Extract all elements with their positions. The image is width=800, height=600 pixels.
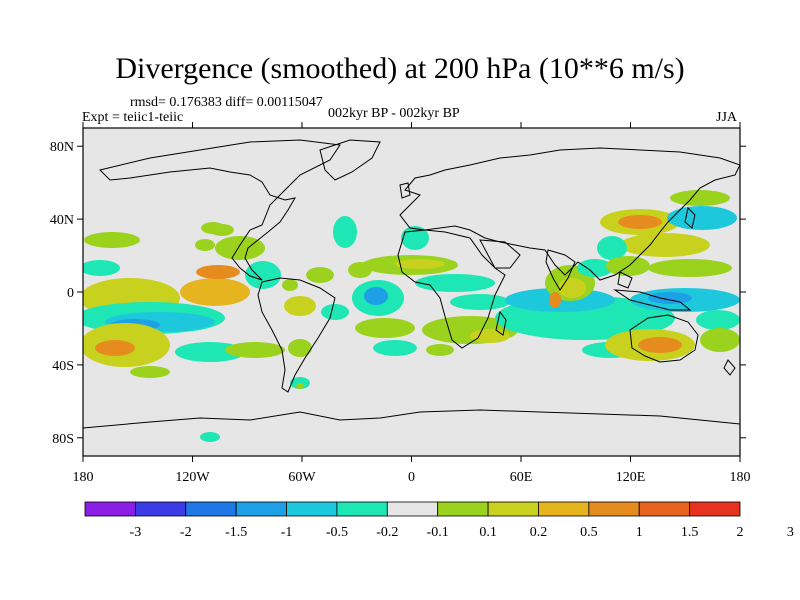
colorbar-label: -0.1 xyxy=(427,525,449,540)
colorbar-label: -3 xyxy=(130,525,142,540)
contour-pos-weak xyxy=(648,259,732,277)
latitude-axis: 80N 40N 0 40S 80S xyxy=(50,140,746,447)
contour-pos xyxy=(284,296,316,316)
colorbar-swatch xyxy=(538,501,590,517)
colorbar-swatch xyxy=(286,501,338,517)
colorbar-swatch xyxy=(588,501,640,517)
contour-neg-weak xyxy=(321,304,349,320)
contour-neg-weak xyxy=(577,259,613,277)
colorbar-swatch xyxy=(638,501,691,517)
colorbar-label: 3 xyxy=(787,525,794,540)
colorbar-swatch xyxy=(689,501,741,517)
lon-tick-label: 180 xyxy=(730,470,751,485)
lon-tick-label: 60E xyxy=(510,470,533,485)
chart-title: Divergence (smoothed) at 200 hPa (10**6 … xyxy=(115,52,685,85)
contour-pos-max xyxy=(196,265,240,279)
longitude-axis: 180 120W 60W 0 60E 120E 180 xyxy=(73,122,751,485)
colorbar-label: 0.5 xyxy=(580,525,598,540)
contour-neg-weak xyxy=(415,274,495,292)
colorbar-label: 2 xyxy=(737,525,744,540)
contour-neg xyxy=(667,206,737,230)
colorbar-label: 0.2 xyxy=(530,525,548,540)
contour-neg-weak xyxy=(450,294,510,310)
lat-tick-label: 0 xyxy=(67,286,74,301)
colorbar-label: -0.5 xyxy=(326,525,348,540)
contour-neg-strong xyxy=(364,287,388,305)
contour-pos-weak xyxy=(355,318,415,338)
contour-pos-weak xyxy=(282,279,298,291)
contour-neg-weak xyxy=(245,261,281,289)
contour-pos xyxy=(558,278,586,298)
contour-pos-weak xyxy=(670,190,730,206)
contour-neg-weak xyxy=(200,432,220,442)
contour-pos-max xyxy=(95,340,135,356)
contour-pos-max xyxy=(549,292,561,308)
contour-neg-weak xyxy=(696,310,740,330)
contour-pos-weak xyxy=(215,236,265,260)
lat-tick-label: 40N xyxy=(50,213,74,228)
contour-pos-max xyxy=(638,337,682,353)
experiment-label: Expt = teiic1-teiic xyxy=(82,110,184,125)
lat-tick-label: 80S xyxy=(52,432,74,447)
contour-neg-strong xyxy=(648,292,692,304)
colorbar-label: 1 xyxy=(636,525,643,540)
contour-pos xyxy=(620,233,710,257)
contour-pos-weak xyxy=(84,232,140,248)
contour-neg-weak xyxy=(373,340,417,356)
contour-neg-weak xyxy=(597,236,627,260)
colorbar-swatch xyxy=(437,501,489,517)
colorbar-label: -0.2 xyxy=(376,525,398,540)
colorbar-swatch xyxy=(336,501,388,517)
lon-tick-label: 0 xyxy=(408,470,415,485)
stats-label: rmsd= 0.176383 diff= 0.00115047 xyxy=(130,95,323,110)
lon-tick-label: 120W xyxy=(175,470,210,485)
divergence-contours xyxy=(83,190,740,442)
period-label: 002kyr BP - 002kyr BP xyxy=(328,106,460,121)
colorbar-label: 0.1 xyxy=(479,525,497,540)
lon-tick-label: 120E xyxy=(616,470,646,485)
season-label: JJA xyxy=(716,110,738,125)
lon-tick-label: 60W xyxy=(288,470,316,485)
colorbar-swatch xyxy=(134,501,187,517)
colorbar: -3 -2 -1.5 -1 -0.5 -0.2 -0.1 0.1 0.2 0.5 1 1.5 2 3 xyxy=(84,501,794,540)
colorbar-label: 1.5 xyxy=(681,525,699,540)
colorbar-swatch xyxy=(386,501,439,517)
contour-pos xyxy=(395,259,445,269)
colorbar-label: -2 xyxy=(180,525,192,540)
colorbar-label: -1 xyxy=(281,525,293,540)
colorbar-swatch xyxy=(185,501,237,517)
contour-pos-weak xyxy=(700,328,740,352)
colorbar-swatch xyxy=(235,501,287,517)
contour-pos-strong xyxy=(180,278,250,306)
contour-pos-weak xyxy=(195,239,215,251)
lat-tick-label: 80N xyxy=(50,140,74,155)
colorbar-label: -1.5 xyxy=(225,525,247,540)
colorbar-swatch xyxy=(487,501,539,517)
colorbar-swatch xyxy=(84,501,136,517)
contour-pos-weak xyxy=(296,383,304,389)
contour-pos-weak xyxy=(306,267,334,283)
contour-pos-weak xyxy=(288,339,312,357)
contour-neg-weak xyxy=(333,216,357,248)
lat-tick-label: 40S xyxy=(52,359,74,374)
contour-pos-weak xyxy=(130,366,170,378)
contour-pos-weak xyxy=(201,222,225,234)
contour-neg-weak xyxy=(83,260,120,276)
coastlines xyxy=(83,139,740,429)
contour-pos-weak xyxy=(225,342,285,358)
lon-tick-label: 180 xyxy=(73,470,94,485)
contour-pos-weak xyxy=(426,344,454,356)
contour-pos-max xyxy=(618,215,662,229)
